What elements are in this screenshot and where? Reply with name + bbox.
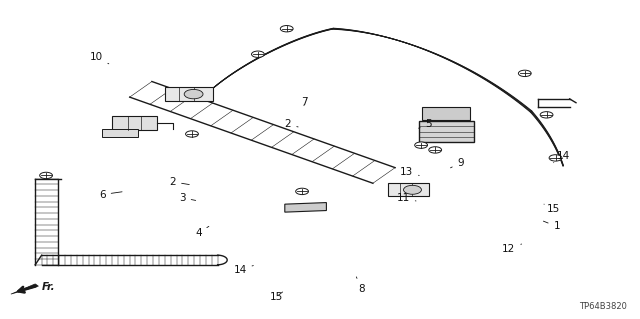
Text: 6: 6 xyxy=(99,189,122,200)
Text: 14: 14 xyxy=(234,264,253,275)
Text: 11: 11 xyxy=(397,193,416,203)
Text: 2: 2 xyxy=(170,177,189,187)
Circle shape xyxy=(40,172,52,179)
Polygon shape xyxy=(285,203,326,212)
Text: 12: 12 xyxy=(502,244,522,254)
Text: Fr.: Fr. xyxy=(42,282,55,292)
Text: 15: 15 xyxy=(544,204,560,214)
Text: 13: 13 xyxy=(400,167,419,177)
Text: 9: 9 xyxy=(451,158,464,168)
Text: 3: 3 xyxy=(179,193,196,203)
Circle shape xyxy=(540,112,553,118)
Circle shape xyxy=(518,70,531,77)
Circle shape xyxy=(549,155,562,161)
Text: 5: 5 xyxy=(419,119,432,130)
Text: 10: 10 xyxy=(90,52,109,64)
Bar xyxy=(112,115,157,130)
Text: 14: 14 xyxy=(554,151,570,163)
Circle shape xyxy=(186,131,198,137)
Text: TP64B3820: TP64B3820 xyxy=(579,302,627,311)
Circle shape xyxy=(296,188,308,195)
Text: 1: 1 xyxy=(543,221,560,232)
Circle shape xyxy=(280,26,293,32)
Text: 2: 2 xyxy=(285,119,298,130)
Text: 8: 8 xyxy=(356,277,365,294)
Bar xyxy=(419,121,474,142)
Circle shape xyxy=(415,142,428,148)
Text: 7: 7 xyxy=(301,97,307,107)
Bar xyxy=(102,129,138,137)
Bar xyxy=(388,183,429,196)
Bar xyxy=(165,87,212,101)
Bar xyxy=(422,107,470,120)
Circle shape xyxy=(429,147,442,153)
Text: 15: 15 xyxy=(270,292,283,302)
Circle shape xyxy=(184,89,203,99)
Polygon shape xyxy=(11,284,38,294)
Circle shape xyxy=(252,51,264,57)
Text: 4: 4 xyxy=(195,226,209,238)
Circle shape xyxy=(404,185,421,194)
